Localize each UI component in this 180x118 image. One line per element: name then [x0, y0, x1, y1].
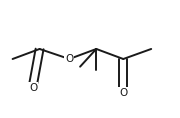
Text: O: O: [65, 54, 73, 64]
Text: O: O: [29, 83, 37, 93]
Text: O: O: [119, 88, 127, 98]
